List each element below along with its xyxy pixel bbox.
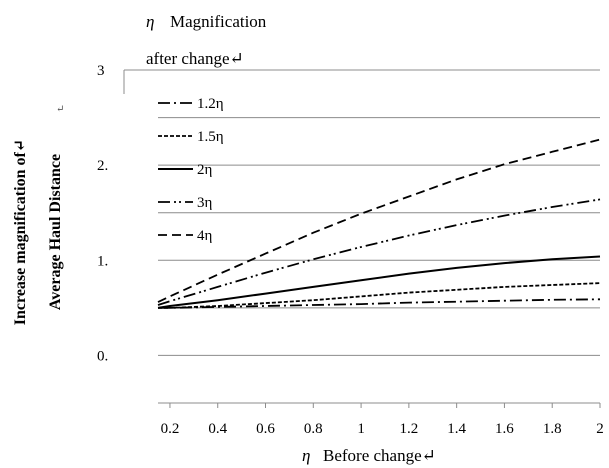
series-line [158,282,601,309]
legend: 1.2η 1.5η 2η 3η 4η [158,96,224,244]
series-line [158,298,601,309]
x-tick-label: 2 [596,421,604,437]
header-eta-symbol: η [146,12,154,31]
x-axis-label: Before change↵ [323,446,436,465]
tick-labels: 0.2 0.4 0.6 0.8 1 1.2 1.4 1.6 1.8 2 0. 1. 2. 3 [97,63,604,437]
x-tick-label: 0.2 [161,421,180,437]
header-magnification-label: Magnification [170,12,267,31]
legend-label: 1.2η [197,96,224,112]
series-group [157,138,601,309]
series-line [157,138,601,303]
x-tick-label: 1.4 [447,421,466,437]
legend-label: 1.5η [197,129,224,145]
y-tick-label: 2. [97,158,108,174]
x-tick-label: 1 [357,421,365,437]
x-tick-label: 1.2 [399,421,418,437]
x-tick-label: 0.8 [304,421,323,437]
legend-label: 3η [197,195,213,211]
axes-frame [123,69,601,408]
series-line [157,255,601,309]
x-tick-label: 1.8 [543,421,562,437]
series-line [157,198,601,306]
y-axis-label-line2: Average Haul Distance [47,154,64,310]
x-tick-label: 1.6 [495,421,514,437]
legend-label: 2η [197,162,213,178]
y-tick-label: 0. [97,348,108,364]
y-axis-label-mark: ↵ [56,104,64,115]
y-tick-label: 3 [97,63,105,79]
x-tick-label: 0.4 [208,421,227,437]
x-axis-label-symbol: η [302,446,310,465]
y-tick-label: 1. [97,253,108,269]
y-axis-label-line1: Increase magnification of↵ [12,139,29,325]
grid [158,117,600,356]
legend-label: 4η [197,228,213,244]
x-tick-label: 0.6 [256,421,275,437]
header-after-change-label: after change↵ [146,49,244,68]
